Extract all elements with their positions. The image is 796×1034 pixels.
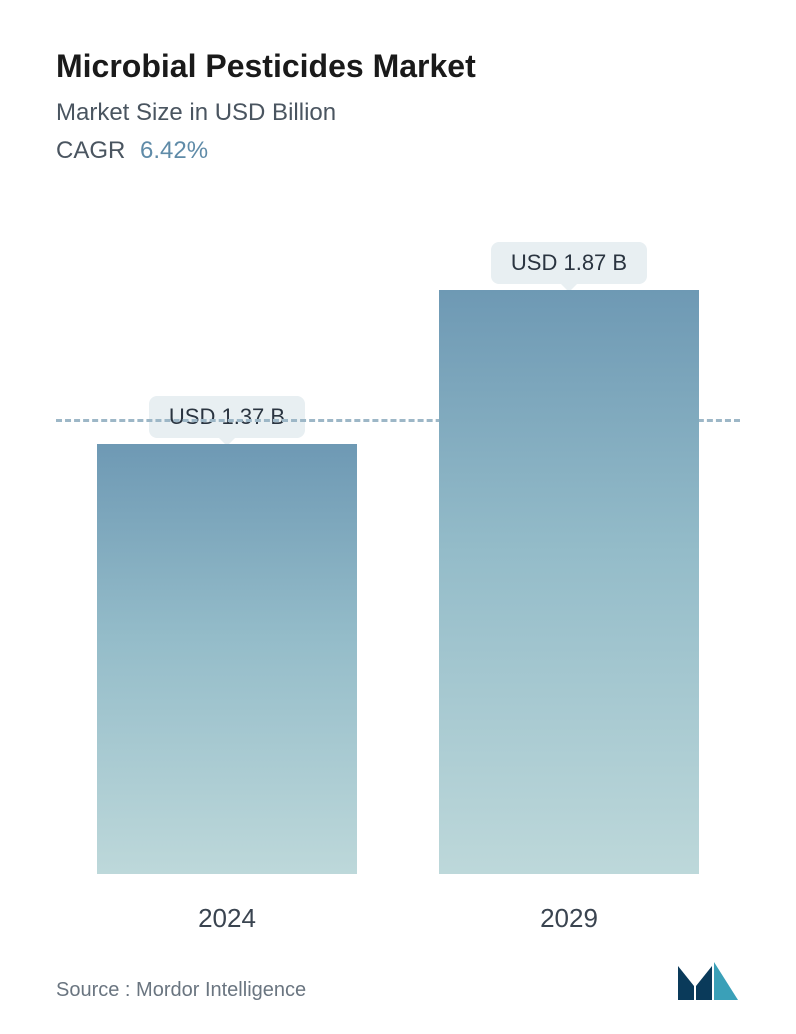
value-badge-1: USD 1.87 B bbox=[491, 242, 647, 284]
x-label-0: 2024 bbox=[87, 903, 367, 934]
chart-subtitle: Market Size in USD Billion bbox=[56, 99, 740, 127]
x-axis-labels: 2024 2029 bbox=[56, 903, 740, 934]
chart-container: Microbial Pesticides Market Market Size … bbox=[0, 0, 796, 1034]
chart-title: Microbial Pesticides Market bbox=[56, 48, 740, 85]
chart-area: USD 1.37 B USD 1.87 B 2024 2029 bbox=[56, 215, 740, 934]
cagr-value: 6.42% bbox=[140, 137, 208, 164]
bar-group-1: USD 1.87 B bbox=[429, 242, 709, 874]
logo-icon bbox=[676, 958, 740, 1002]
cagr-label: CAGR bbox=[56, 137, 125, 164]
cagr-row: CAGR 6.42% bbox=[56, 137, 740, 165]
bar-0 bbox=[97, 444, 357, 874]
x-label-1: 2029 bbox=[429, 903, 709, 934]
bar-1 bbox=[439, 290, 699, 874]
bars-group: USD 1.37 B USD 1.87 B bbox=[56, 215, 740, 874]
bar-group-0: USD 1.37 B bbox=[87, 396, 367, 874]
source-text: Source : Mordor Intelligence bbox=[56, 979, 306, 1002]
footer: Source : Mordor Intelligence bbox=[56, 958, 740, 1002]
value-badge-0: USD 1.37 B bbox=[149, 396, 305, 438]
